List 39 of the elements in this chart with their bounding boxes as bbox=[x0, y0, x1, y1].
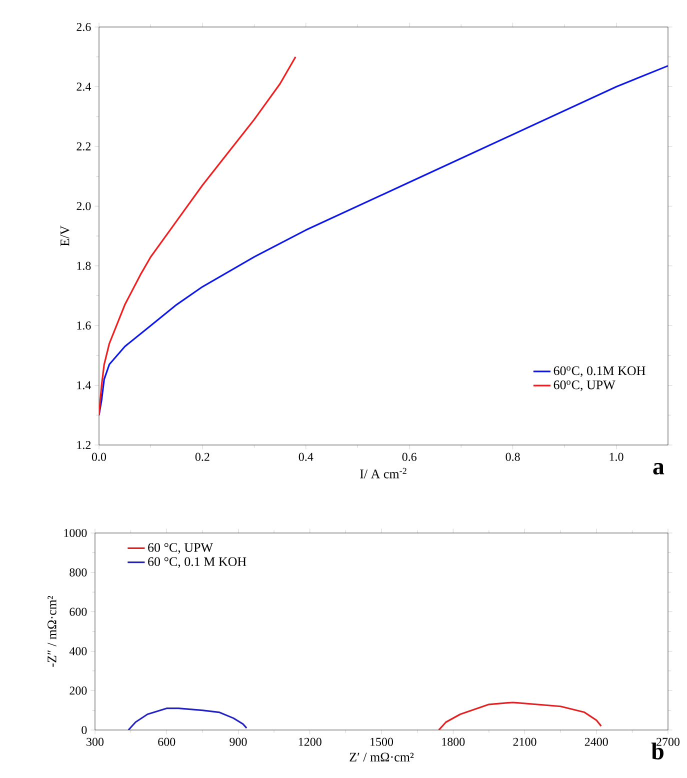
x-tick-label: 1200 bbox=[298, 738, 322, 746]
y-tick-label: 800 bbox=[70, 568, 87, 576]
text: a bbox=[653, 462, 664, 474]
line-series bbox=[128, 708, 248, 730]
x-tick-label: 1500 bbox=[370, 738, 394, 746]
y-tick-label: 1000 bbox=[64, 528, 87, 538]
x-tick-label: 900 bbox=[230, 738, 247, 746]
y-axis-title: E/V bbox=[60, 226, 70, 246]
x-tick-label: 0.4 bbox=[298, 452, 314, 461]
y-tick-label: 1.2 bbox=[77, 440, 91, 450]
y-tick-label: 2.2 bbox=[76, 142, 91, 150]
x-tick-label: 1.0 bbox=[610, 452, 624, 461]
x-axis-title: Z′ / mΩ·cm² bbox=[350, 752, 414, 762]
x-tick-label: 0.8 bbox=[506, 452, 520, 461]
y-axis-title: -Z″ / mΩ·cm² bbox=[48, 596, 56, 667]
y-tick-label: 1.8 bbox=[77, 262, 91, 270]
x-tick-label: 0.6 bbox=[402, 452, 417, 461]
x-tick-label: 0.0 bbox=[92, 452, 106, 461]
legend-label: 60 °C, UPW bbox=[148, 543, 214, 554]
y-tick-label: 2.4 bbox=[76, 82, 92, 91]
y-tick-label: 2.6 bbox=[76, 22, 91, 32]
y-tick-label: 1.6 bbox=[77, 322, 91, 330]
y-tick-label: 2.0 bbox=[76, 202, 91, 210]
y-tick-label: 600 bbox=[70, 608, 87, 616]
x-tick-label: 2400 bbox=[584, 738, 608, 746]
y-tick-label: 1.4 bbox=[77, 381, 92, 390]
x-axis-title: I/ A cm$^{-2}$ bbox=[360, 468, 406, 478]
y-tick-label: 400 bbox=[69, 647, 87, 656]
legend-label: 60$^{o}$C, UPW bbox=[554, 380, 616, 392]
legend-label: 60$^{o}$C, 0.1M KOH bbox=[554, 366, 646, 378]
y-tick-label: 200 bbox=[70, 686, 87, 695]
x-tick-label: 1800 bbox=[442, 738, 465, 746]
line-series bbox=[99, 56, 296, 416]
legend-label: 60 °C, 0.1 M KOH bbox=[148, 557, 246, 568]
x-tick-label: 600 bbox=[158, 738, 176, 746]
x-tick-label: 0.2 bbox=[195, 452, 210, 461]
y-tick-label: 0 bbox=[82, 726, 87, 734]
x-tick-label: 300 bbox=[86, 738, 104, 746]
x-tick-label: 2100 bbox=[513, 738, 536, 746]
